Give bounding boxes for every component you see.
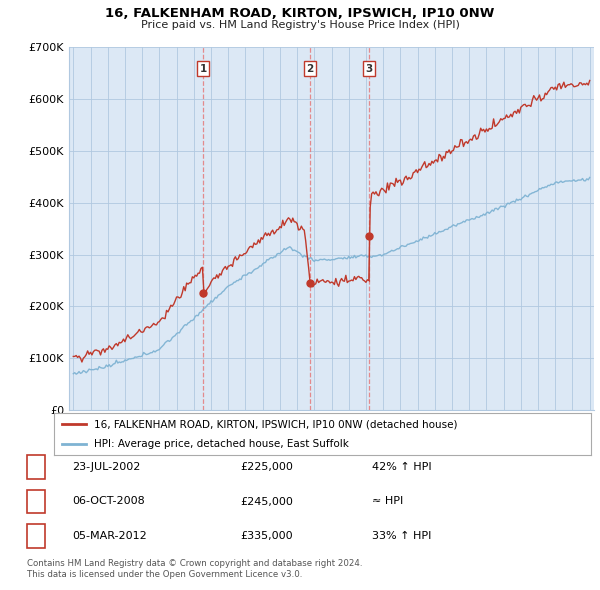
- Text: 3: 3: [32, 531, 40, 540]
- Text: 16, FALKENHAM ROAD, KIRTON, IPSWICH, IP10 0NW (detached house): 16, FALKENHAM ROAD, KIRTON, IPSWICH, IP1…: [94, 419, 458, 430]
- Text: ≈ HPI: ≈ HPI: [372, 497, 403, 506]
- Text: 33% ↑ HPI: 33% ↑ HPI: [372, 531, 431, 540]
- Text: Price paid vs. HM Land Registry's House Price Index (HPI): Price paid vs. HM Land Registry's House …: [140, 20, 460, 30]
- Text: 1: 1: [200, 64, 207, 74]
- Text: 06-OCT-2008: 06-OCT-2008: [72, 497, 145, 506]
- Text: £245,000: £245,000: [240, 497, 293, 506]
- Text: 23-JUL-2002: 23-JUL-2002: [72, 463, 140, 472]
- Text: 05-MAR-2012: 05-MAR-2012: [72, 531, 147, 540]
- Text: 3: 3: [365, 64, 373, 74]
- Text: 1: 1: [32, 463, 40, 472]
- Text: 42% ↑ HPI: 42% ↑ HPI: [372, 463, 431, 472]
- Text: This data is licensed under the Open Government Licence v3.0.: This data is licensed under the Open Gov…: [27, 571, 302, 579]
- Text: Contains HM Land Registry data © Crown copyright and database right 2024.: Contains HM Land Registry data © Crown c…: [27, 559, 362, 568]
- Text: 2: 2: [32, 497, 40, 506]
- Text: £225,000: £225,000: [240, 463, 293, 472]
- Text: HPI: Average price, detached house, East Suffolk: HPI: Average price, detached house, East…: [94, 439, 349, 449]
- Text: £335,000: £335,000: [240, 531, 293, 540]
- Text: 2: 2: [307, 64, 314, 74]
- Text: 16, FALKENHAM ROAD, KIRTON, IPSWICH, IP10 0NW: 16, FALKENHAM ROAD, KIRTON, IPSWICH, IP1…: [106, 7, 494, 20]
